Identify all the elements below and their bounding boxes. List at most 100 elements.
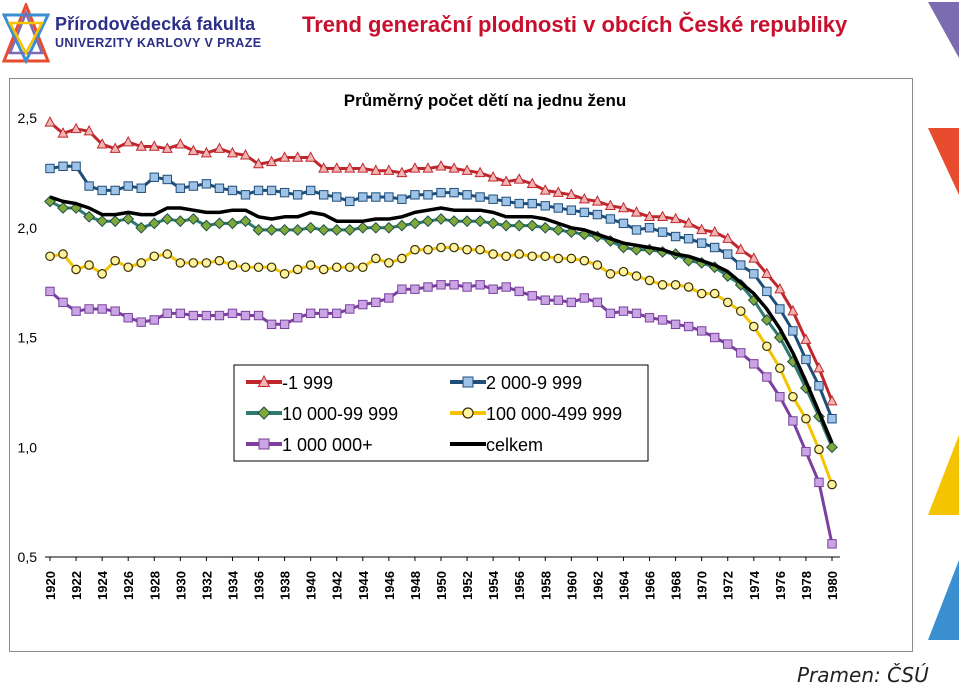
data-point [239,149,252,160]
data-point [436,187,446,198]
data-point [540,295,550,305]
x-tick-label: 1952 [460,571,475,600]
data-point [449,187,459,198]
data-point [814,477,824,488]
data-point [657,280,668,290]
data-point [371,253,381,264]
data-point [330,224,343,236]
data-point [618,306,629,316]
data-point [735,243,747,254]
data-point [305,151,317,162]
data-point [670,212,682,224]
data-point [813,361,825,373]
data-point [683,282,694,292]
data-point [70,122,82,134]
legend-item: 100 000-499 999 [450,404,622,424]
data-point [279,269,290,279]
data-point [96,138,108,149]
data-point [644,275,655,286]
data-point [213,217,226,230]
data-point [475,244,485,255]
x-tick-label: 1936 [252,571,267,600]
data-point [539,221,552,234]
data-point [683,217,695,228]
data-point [709,225,721,237]
data-point [787,304,799,316]
data-point [762,286,772,297]
data-point [488,284,498,294]
y-tick-label: 1,0 [18,439,38,455]
data-point [96,215,109,228]
data-point [422,162,434,173]
data-point [57,202,69,214]
data-point [723,339,733,349]
data-point [97,185,107,196]
data-point [462,407,474,419]
x-tick-label: 1942 [330,571,345,600]
data-point [617,201,629,213]
data-point [213,142,225,153]
data-point [631,308,642,319]
data-point [736,348,746,358]
data-point [161,142,173,153]
data-point [435,213,447,225]
data-point [488,194,498,204]
data-point [266,319,277,330]
data-point [578,192,590,204]
data-point [278,224,291,236]
x-tick-label: 1948 [408,571,423,600]
data-point [579,207,590,218]
x-tick-label: 1978 [799,571,814,600]
faculty-subtitle: UNIVERZITY KARLOVY V PRAZE [55,36,262,50]
data-point [631,271,642,281]
data-point [448,215,460,228]
data-point [371,192,381,202]
data-point [279,151,291,162]
y-tick-label: 0,5 [18,549,38,565]
data-point [501,251,511,262]
data-point [57,127,69,138]
data-point [788,326,798,336]
data-point [214,183,225,193]
data-point [370,164,382,175]
x-tick-label: 1970 [695,571,710,600]
data-point [122,213,135,225]
data-point [501,282,511,292]
data-point [384,192,394,202]
data-point [735,306,746,316]
data-point [709,288,720,299]
data-point [592,260,603,270]
data-point [174,215,187,228]
data-point [410,284,420,294]
data-point [565,226,578,239]
legend-label: 1 000 000+ [282,435,373,455]
data-point [371,297,381,308]
data-point [149,172,159,182]
data-point [605,308,616,319]
data-point [317,224,330,236]
data-point [58,249,68,259]
data-point [332,192,342,202]
data-point [395,219,408,232]
legend-item: celkem [450,435,543,455]
data-point [292,190,303,200]
data-point [227,260,238,270]
data-point [461,215,473,228]
data-point [422,215,434,228]
source-note: Pramen: ČSÚ [797,663,929,687]
data-point [304,221,317,234]
x-tick-label: 1972 [721,571,736,600]
data-point [71,306,81,316]
data-point [527,198,537,209]
data-point [45,163,55,174]
data-point [135,140,147,151]
x-tick-label: 1980 [825,571,840,600]
data-point [58,161,68,171]
data-point [748,252,760,263]
data-point [45,251,55,262]
data-point [135,221,148,234]
data-point [604,199,616,210]
data-point [722,297,733,308]
data-point [110,306,120,316]
data-point [487,170,499,182]
